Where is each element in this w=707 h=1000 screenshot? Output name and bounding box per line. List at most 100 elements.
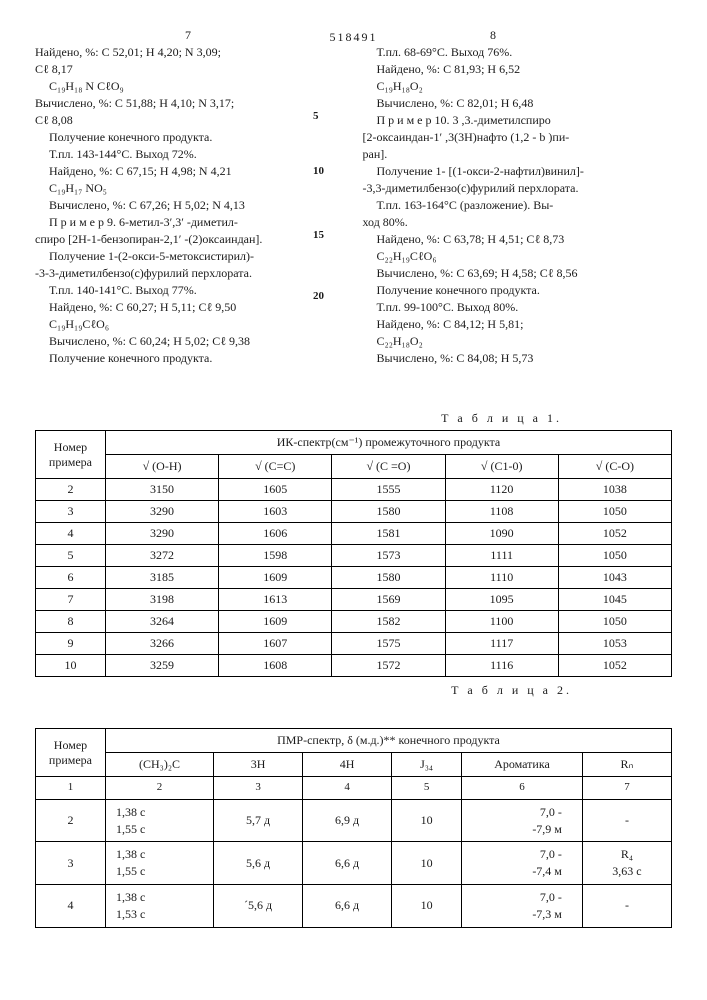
table-row: 932661607157511171053 xyxy=(36,633,672,655)
text-line: Вычислено, %: С 51,88; Н 4,10; N 3,17; xyxy=(35,96,345,111)
text-line: Найдено, %: С 63,78; Н 4,51; Cℓ 8,73 xyxy=(363,232,673,247)
table-cell: 1606 xyxy=(219,523,332,545)
chem-formula: C₁₉H₁₈O₂ xyxy=(363,79,673,94)
table-cell: 7,0 --7,3 м xyxy=(462,884,583,927)
table-cell: 3290 xyxy=(105,523,218,545)
table-row: 231501605155511201038 xyxy=(36,479,672,501)
right-column: Т.пл. 68-69°С. Выход 76%. Найдено, %: С … xyxy=(363,45,673,368)
table-cell: 1120 xyxy=(445,479,558,501)
text-line: -3-3-диметилбензо(с)фурилий перхлората. xyxy=(35,266,345,281)
table-cell: 4 xyxy=(303,777,392,800)
table2-col-1: 3H xyxy=(214,753,303,777)
table-cell: 6,6 д xyxy=(303,842,392,885)
text-line: Найдено, %: С 84,12; Н 5,81; xyxy=(363,317,673,332)
table-cell: 5,6 д xyxy=(214,842,303,885)
text-line: ход 80%. xyxy=(363,215,673,230)
example-header: П р и м е р 10. 3 ,3.-диметилспиро xyxy=(363,113,673,128)
table-cell: 1555 xyxy=(332,479,445,501)
table-cell: 1609 xyxy=(219,567,332,589)
table-cell: 1052 xyxy=(558,523,671,545)
table2: Номер примера ПМР-спектр, δ (м.д.)** кон… xyxy=(35,728,672,928)
doc-number: 518491 xyxy=(330,30,378,45)
table-cell: 1,38 с1,53 с xyxy=(105,884,213,927)
text-line: Cℓ 8,17 xyxy=(35,62,345,77)
table-cell: 1,38 с1,55 с xyxy=(105,799,213,842)
table-cell: 5,7 д xyxy=(214,799,303,842)
table-cell: 1605 xyxy=(219,479,332,501)
table1-col-3: √ (С1-0) xyxy=(445,455,558,479)
text-line: Т.пл. 163-164°С (разложение). Вы- xyxy=(363,198,673,213)
text-line: Вычислено, %: С 63,69; Н 4,58; Cℓ 8,56 xyxy=(363,266,673,281)
table-cell: 5 xyxy=(36,545,106,567)
text-line: Получение конечного продукта. xyxy=(363,283,673,298)
table-cell: 1116 xyxy=(445,655,558,677)
text-line: Вычислено, %: С 82,01; Н 6,48 xyxy=(363,96,673,111)
table-cell: 3264 xyxy=(105,611,218,633)
table-cell: 3259 xyxy=(105,655,218,677)
table-cell: 7,0 --7,9 м xyxy=(462,799,583,842)
text-line: Вычислено, %: С 60,24; Н 5,02; Cℓ 9,38 xyxy=(35,334,345,349)
chem-formula: C₂₂H₁₉CℓO₆ xyxy=(363,249,673,264)
table1-rowhdr: Номер примера xyxy=(36,431,106,479)
table-cell: 6,9 д xyxy=(303,799,392,842)
text-line: Т.пл. 143-144°С. Выход 72%. xyxy=(35,147,345,162)
table-cell: 7 xyxy=(582,777,671,800)
table-row: 832641609158211001050 xyxy=(36,611,672,633)
table1-spanhdr: ИК-спектр(см⁻¹) промежуточного продукта xyxy=(105,431,671,455)
table-cell: 1117 xyxy=(445,633,558,655)
text-line: Cℓ 8,08 xyxy=(35,113,345,128)
chem-formula: C₁₉H₁₇ NO₅ xyxy=(35,181,345,196)
table1-col-0: √ (О-Н) xyxy=(105,455,218,479)
table-cell: 10 xyxy=(36,655,106,677)
table1-col-2: √ (С =О) xyxy=(332,455,445,479)
table2-caption: Т а б л и ц а 2. xyxy=(35,683,672,698)
table2-wrap: Номер примера ПМР-спектр, δ (м.д.)** кон… xyxy=(35,728,672,928)
table-row: 31,38 с1,55 с5,6 д6,6 д107,0 --7,4 мR₄3,… xyxy=(36,842,672,885)
table-cell: 1095 xyxy=(445,589,558,611)
table-cell: 3150 xyxy=(105,479,218,501)
table-cell: 6,6 д xyxy=(303,884,392,927)
tables-area: Т а б л и ц а 1. Номер примера ИК-спектр… xyxy=(35,405,672,928)
page: 518491 7 8 Найдено, %: С 52,01; Н 4,20; … xyxy=(0,0,707,1000)
table-cell: 8 xyxy=(36,611,106,633)
table-cell: 1050 xyxy=(558,501,671,523)
column-page-left: 7 xyxy=(185,28,191,43)
table-cell: 3 xyxy=(36,842,106,885)
table-cell: 1581 xyxy=(332,523,445,545)
table2-body: 123456721,38 с1,55 с5,7 д6,9 д107,0 --7,… xyxy=(36,777,672,928)
table-cell: 2 xyxy=(36,799,106,842)
text-line: Вычислено, %: С 84,08; Н 5,73 xyxy=(363,351,673,366)
table-cell: 7 xyxy=(36,589,106,611)
table2-subheader: 1234567 xyxy=(36,777,672,800)
table-row: 332901603158011081050 xyxy=(36,501,672,523)
table-cell: 3185 xyxy=(105,567,218,589)
table-cell: 1052 xyxy=(558,655,671,677)
table-cell: 3272 xyxy=(105,545,218,567)
table-cell: 1582 xyxy=(332,611,445,633)
text-line: Получение конечного продукта. xyxy=(35,351,345,366)
table1-col-1: √ (С=С) xyxy=(219,455,332,479)
table-cell: 1608 xyxy=(219,655,332,677)
table-cell: 4 xyxy=(36,884,106,927)
table-cell: 1572 xyxy=(332,655,445,677)
table-cell: 1045 xyxy=(558,589,671,611)
text-line: Получение 1-(2-окси-5-метоксистирил)- xyxy=(35,249,345,264)
body-columns: Найдено, %: С 52,01; Н 4,20; N 3,09; Cℓ … xyxy=(35,45,672,368)
table-cell: 3 xyxy=(214,777,303,800)
table-cell: 10 xyxy=(392,884,462,927)
table-cell: R₄3,63 с xyxy=(582,842,671,885)
table-cell: 5 xyxy=(392,777,462,800)
table-row: 731981613156910951045 xyxy=(36,589,672,611)
table-cell: - xyxy=(582,884,671,927)
table2-col-4: Ароматика xyxy=(462,753,583,777)
line-marker-15: 15 xyxy=(313,229,324,243)
table-row: 21,38 с1,55 с5,7 д6,9 д107,0 --7,9 м- xyxy=(36,799,672,842)
line-marker-20: 20 xyxy=(313,290,324,304)
example-header: П р и м е р 9. 6-метил-3′,3′ -диметил- xyxy=(35,215,345,230)
table-cell: 1100 xyxy=(445,611,558,633)
text-line: -3,3-диметилбензо(с)фурилий перхлората. xyxy=(363,181,673,196)
table1-body: 2315016051555112010383329016031580110810… xyxy=(36,479,672,677)
table2-col-5: Rₙ xyxy=(582,753,671,777)
table-cell: 10 xyxy=(392,799,462,842)
table-cell: 1050 xyxy=(558,611,671,633)
